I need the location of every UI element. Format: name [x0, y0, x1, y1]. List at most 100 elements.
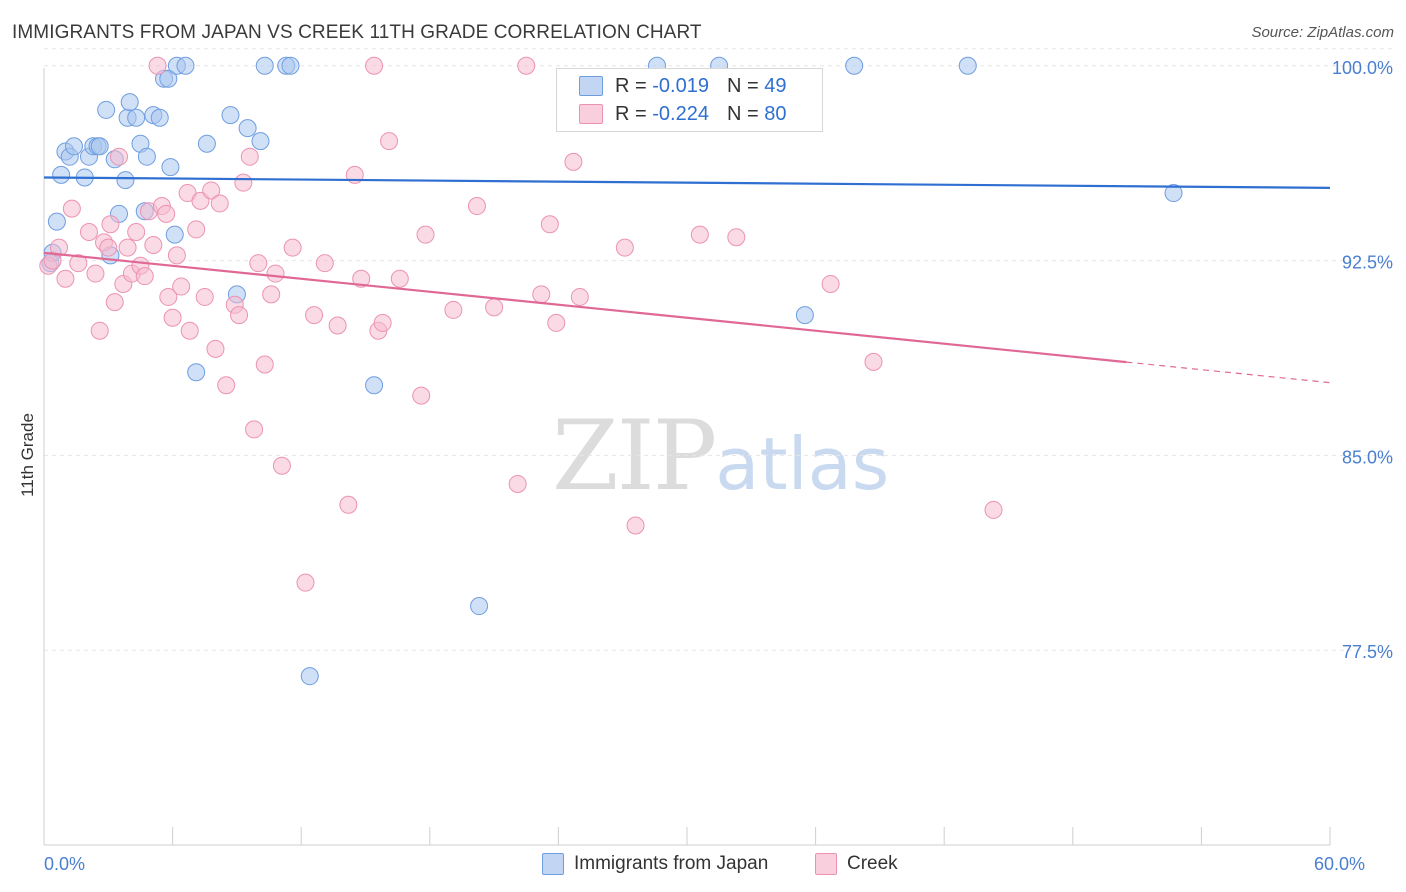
japan-point: [52, 165, 71, 184]
trend-line-creek: [43, 251, 1127, 364]
watermark-atlas: atlas: [715, 422, 890, 506]
creek-point: [69, 254, 88, 273]
creek-point: [167, 246, 186, 265]
creek-point: [90, 321, 109, 340]
bottom-legend-label-japan: Immigrants from Japan: [574, 853, 769, 874]
creek-point: [50, 238, 69, 257]
japan-point: [161, 158, 180, 177]
creek-point: [266, 264, 285, 283]
points-layer: [39, 56, 1183, 686]
y-tick-label: 85.0%: [1342, 447, 1393, 467]
creek-point: [56, 269, 75, 288]
bottom-legend-japan[interactable]: Immigrants from Japan: [542, 851, 768, 877]
chart-source: Source: ZipAtlas.com: [1251, 24, 1394, 41]
creek-point: [249, 254, 268, 273]
watermark-zip: ZIP: [552, 400, 717, 512]
creek-point: [272, 456, 291, 475]
creek-point: [517, 56, 536, 75]
stats-legend: R = -0.019 N = 49 R = -0.224 N = 80: [556, 68, 823, 132]
japan-point: [47, 212, 66, 231]
legend-r-label: R =: [615, 102, 647, 125]
watermark: ZIPatlas: [552, 400, 889, 512]
creek-point: [296, 573, 315, 592]
bottom-legend-swatch-japan: [542, 853, 564, 875]
trend-line-japan: [43, 176, 1331, 189]
x-tick-label: 60.0%: [1314, 854, 1365, 874]
creek-point: [690, 225, 709, 244]
creek-point: [339, 495, 358, 514]
bottom-legend-creek[interactable]: Creek: [815, 851, 898, 877]
creek-point: [159, 287, 178, 306]
creek-point: [262, 285, 281, 304]
creek-point: [570, 287, 589, 306]
legend-r-value: -0.224: [652, 102, 709, 125]
creek-point: [380, 132, 399, 151]
creek-point: [206, 339, 225, 358]
creek-point: [80, 223, 99, 242]
japan-point: [197, 134, 216, 153]
bottom-legend-swatch-creek: [815, 853, 837, 875]
creek-point: [864, 352, 883, 371]
y-axis-label: 11th Grade: [18, 413, 37, 497]
japan-point: [238, 119, 257, 138]
japan-point: [90, 137, 109, 156]
creek-point: [283, 238, 302, 257]
legend-r-label: R =: [615, 74, 647, 97]
creek-point: [202, 181, 221, 200]
japan-point: [221, 106, 240, 125]
legend-swatch-creek: [579, 104, 603, 124]
legend-r-value: -0.019: [652, 74, 709, 97]
y-tick-label: 92.5%: [1342, 253, 1393, 273]
japan-point: [65, 137, 84, 156]
creek-point: [230, 306, 249, 325]
axis-layer: [43, 68, 1331, 846]
chart-title: IMMIGRANTS FROM JAPAN VS CREEK 11TH GRAD…: [12, 22, 702, 43]
creek-point: [547, 313, 566, 332]
creek-point: [390, 269, 409, 288]
y-tick-label: 100.0%: [1332, 58, 1393, 78]
japan-point: [116, 171, 135, 190]
japan-point: [300, 667, 319, 686]
creek-point: [234, 173, 253, 192]
creek-point: [187, 220, 206, 239]
japan-point: [127, 108, 146, 127]
y-tick-label: 77.5%: [1342, 642, 1393, 662]
creek-point: [467, 197, 486, 216]
creek-point: [172, 277, 191, 296]
creek-point: [373, 313, 392, 332]
japan-point: [120, 93, 139, 112]
creek-point: [99, 238, 118, 257]
creek-point: [532, 285, 551, 304]
creek-point: [255, 355, 274, 374]
trend-line-dashed-creek: [1126, 361, 1331, 384]
creek-point: [485, 298, 504, 317]
label-layer: 100.0% 92.5% 85.0% 77.5% 0.0% 60.0% 11th Grade: [18, 58, 1393, 874]
grid-layer: [44, 48, 1392, 651]
creek-point: [626, 516, 645, 535]
japan-point: [176, 56, 195, 75]
japan-point: [251, 132, 270, 151]
japan-point: [795, 306, 814, 325]
creek-point: [984, 500, 1003, 519]
japan-point: [165, 225, 184, 244]
creek-point: [508, 474, 527, 493]
creek-point: [210, 194, 229, 213]
creek-point: [540, 215, 559, 234]
creek-point: [352, 269, 371, 288]
japan-point: [1164, 184, 1183, 203]
japan-point: [137, 147, 156, 166]
creek-point: [365, 56, 384, 75]
japan-point: [365, 376, 384, 395]
japan-point: [281, 56, 300, 75]
japan-point: [255, 56, 274, 75]
creek-point: [444, 300, 463, 319]
creek-point: [144, 236, 163, 254]
legend-row-japan: R = -0.019 N = 49: [579, 73, 786, 99]
japan-point: [97, 100, 116, 119]
creek-point: [217, 376, 236, 395]
japan-point: [958, 56, 977, 75]
legend-n-label: N =: [726, 102, 759, 125]
creek-point: [127, 223, 146, 242]
creek-point: [328, 316, 347, 335]
